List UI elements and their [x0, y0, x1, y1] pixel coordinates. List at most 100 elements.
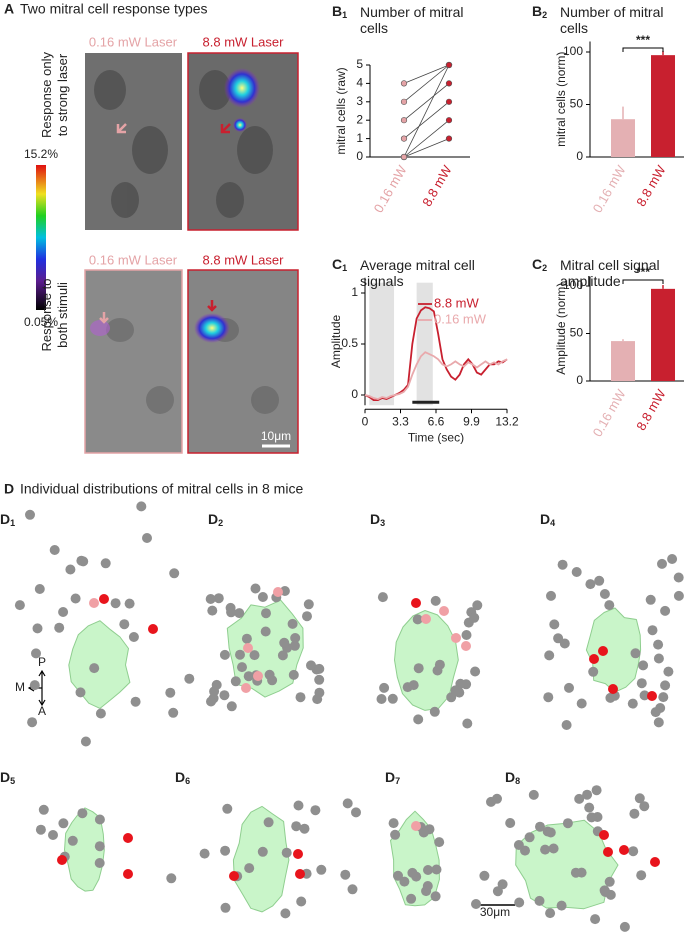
cell: [80, 736, 91, 747]
compass-label: P: [38, 655, 46, 669]
y-tick-label: 0: [356, 149, 363, 163]
cell: [49, 545, 60, 555]
arrow: [220, 123, 231, 134]
cell: [393, 870, 403, 881]
cell: [261, 608, 271, 619]
cell: [290, 633, 301, 643]
stimulus-region: [416, 282, 433, 406]
panel-label: C1: [332, 256, 347, 274]
panel-subscript: 5: [10, 776, 15, 786]
cell: [574, 793, 585, 804]
column-label: 0.16 mW Laser: [89, 252, 178, 267]
cell-strong-response: [589, 654, 599, 664]
panel-label: D1: [0, 511, 15, 529]
cell: [257, 592, 268, 602]
cell: [250, 583, 261, 594]
y-axis-title: mitral cells (raw): [334, 67, 348, 154]
cell: [289, 640, 300, 651]
cell: [14, 600, 25, 611]
cell: [461, 630, 472, 640]
point: [445, 135, 453, 142]
x-tick-label: 8.8 mW: [633, 386, 669, 433]
cell: [471, 899, 481, 909]
glomerulus: [585, 607, 642, 693]
panel-label: D8: [505, 769, 520, 787]
panel-label: A: [4, 1, 14, 17]
cell-strong-response: [229, 871, 239, 881]
cell: [184, 673, 195, 684]
point: [445, 117, 453, 124]
y-axis-title: mitral cells (norm): [554, 52, 568, 147]
panel-label: D6: [175, 769, 190, 787]
cell: [636, 870, 647, 881]
cell: [557, 559, 568, 570]
cell: [639, 801, 650, 812]
cell: [434, 837, 445, 848]
cell: [653, 717, 664, 728]
cell: [561, 720, 572, 730]
panel-label: B1: [332, 3, 347, 21]
cell: [306, 660, 316, 671]
cell: [279, 637, 290, 648]
pair-line: [403, 64, 450, 158]
cell: [314, 674, 325, 685]
glomerulus: [68, 620, 131, 709]
point: [400, 117, 408, 124]
cell: [605, 692, 616, 703]
cell: [639, 690, 650, 701]
cell-weak-response: [439, 606, 449, 616]
cell-weak-response: [411, 821, 421, 831]
cell-weak-response: [253, 671, 263, 681]
cell: [545, 908, 556, 919]
cell: [584, 802, 595, 813]
cell: [412, 614, 423, 625]
significance: ***: [636, 33, 650, 47]
cell: [604, 876, 615, 887]
panel-letter: D: [0, 511, 10, 527]
cell: [535, 821, 545, 832]
x-tick-label: 0.16 mW: [590, 162, 629, 215]
series-line: [364, 351, 508, 401]
chart-title: Average mitral cell signals: [360, 257, 475, 289]
cell: [142, 533, 152, 543]
cell: [462, 718, 473, 729]
cell-strong-response: [57, 855, 67, 865]
chart-title: Number of mitral cells: [560, 4, 664, 36]
pair-line: [403, 83, 450, 121]
cell: [546, 590, 556, 601]
cell: [94, 814, 105, 825]
response-spot: [224, 68, 260, 108]
cell: [588, 666, 599, 677]
panel-label: D2: [208, 511, 223, 529]
cell: [38, 804, 49, 815]
cell: [514, 897, 525, 908]
cell-weak-response: [89, 598, 99, 608]
cell: [219, 690, 230, 701]
cell: [599, 589, 610, 599]
cell: [95, 708, 106, 719]
cell: [545, 827, 556, 838]
panel-title: Two mitral cell response types: [20, 1, 208, 17]
cell: [524, 832, 535, 843]
cell: [316, 864, 327, 875]
row-label: Response only to strong laser: [39, 52, 70, 138]
pair-line: [403, 101, 450, 139]
cell: [260, 626, 271, 637]
panel-subscript: 7: [395, 776, 400, 786]
panel-letter: D: [208, 511, 218, 527]
panel-subscript: 3: [380, 518, 385, 528]
cell: [293, 800, 304, 811]
colorbar: [36, 165, 46, 310]
cell: [673, 572, 684, 583]
y-tick-label: 5: [356, 57, 363, 71]
cell: [136, 501, 147, 512]
cell: [430, 891, 441, 902]
cell: [630, 648, 641, 659]
cell-strong-response: [293, 849, 303, 859]
series-line: [364, 306, 508, 401]
cell: [67, 835, 78, 846]
cell-strong-response: [295, 869, 305, 879]
panel-label: D7: [385, 769, 400, 787]
cell: [492, 886, 503, 897]
